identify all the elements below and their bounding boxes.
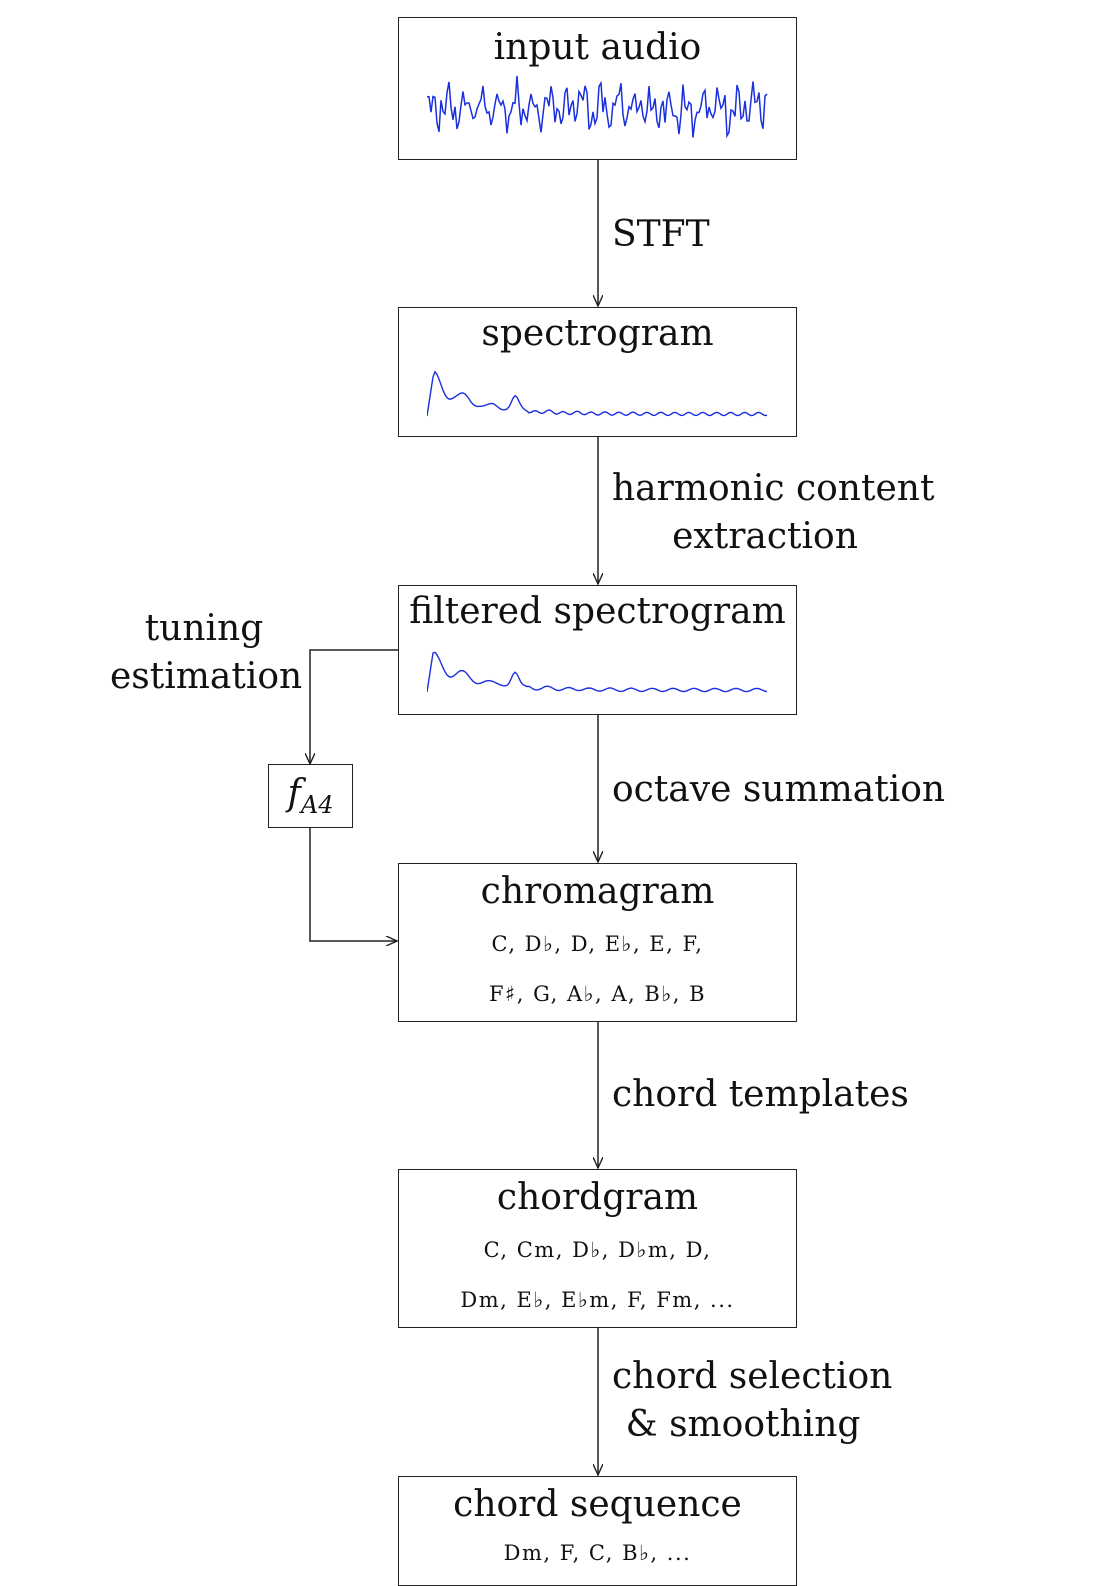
node-title: chord sequence — [453, 1484, 742, 1525]
waveform-graphic — [427, 75, 768, 139]
node-title: chordgram — [496, 1177, 699, 1218]
label-chord-selection-smoothing: chord selection & smoothing — [612, 1353, 893, 1449]
node-spectrogram: spectrogram — [398, 307, 797, 437]
node-filtered-spectrogram: filtered spectrogram — [398, 585, 797, 715]
pitch-classes-line-1: C, D♭, D, E♭, E, F, — [491, 932, 704, 956]
label-line-2: & smoothing — [625, 1404, 861, 1445]
label-line-1: tuning — [144, 608, 264, 649]
label-line-1: harmonic content — [612, 468, 935, 509]
label-line-2: estimation — [110, 656, 303, 697]
node-title: filtered spectrogram — [409, 591, 786, 632]
label-line-1: chord selection — [612, 1356, 893, 1397]
node-title: chromagram — [480, 871, 715, 912]
label-octave-summation: octave summation — [612, 769, 946, 810]
node-chordgram: chordgram C, Cm, D♭, D♭m, D, Dm, E♭, E♭m… — [398, 1169, 797, 1328]
node-chromagram: chromagram C, D♭, D, E♭, E, F, F♯, G, A♭… — [398, 863, 797, 1022]
label-line-2: extraction — [672, 516, 858, 557]
chord-labels-line-2: Dm, E♭, E♭m, F, Fm, ... — [460, 1288, 735, 1312]
chord-labels-line-1: C, Cm, D♭, D♭m, D, — [483, 1238, 712, 1262]
arrow-tuning-estimation — [310, 649, 398, 764]
label-chord-templates: chord templates — [612, 1074, 909, 1115]
chord-sequence-values: Dm, F, C, B♭, ... — [503, 1541, 692, 1565]
label-harmonic-content-extraction: harmonic content extraction — [612, 465, 935, 561]
filtered-spectrum-graphic — [427, 651, 768, 693]
node-title: input audio — [493, 27, 702, 68]
pitch-classes-line-2: F♯, G, A♭, A, B♭, B — [488, 982, 707, 1006]
node-chord-sequence: chord sequence Dm, F, C, B♭, ... — [398, 1476, 797, 1586]
arrow-tuning-to-chromagram — [309, 828, 397, 941]
node-tuning-parameter: fA4 — [268, 764, 353, 828]
label-stft: STFT — [612, 214, 710, 255]
node-title: spectrogram — [481, 313, 714, 354]
node-input-audio: input audio — [398, 17, 797, 160]
tuning-symbol: fA4 — [287, 773, 334, 820]
label-tuning-estimation: tuning estimation — [110, 605, 303, 701]
spectrum-graphic — [427, 370, 768, 417]
